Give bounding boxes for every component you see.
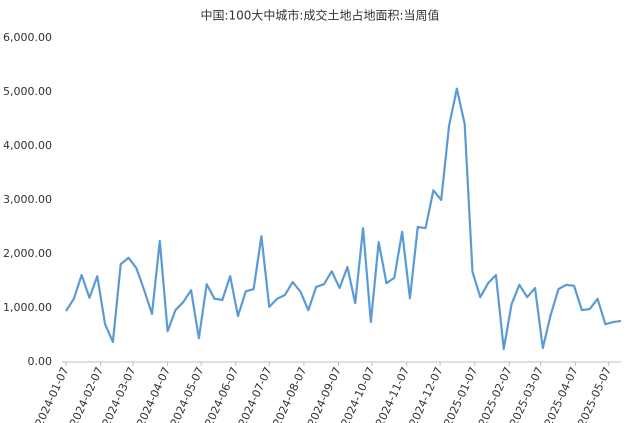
x-tick-label: 2024-11-07: [373, 365, 412, 423]
x-tick-label: 2025-02-07: [476, 365, 515, 423]
x-tick-label: 2024-09-07: [305, 365, 344, 423]
x-tick-label: 2024-02-07: [67, 365, 106, 423]
x-tick-label: 2024-06-07: [202, 365, 241, 423]
x-tick-label: 2025-04-07: [542, 365, 581, 423]
chart-title: 中国:100大中城市:成交土地占地面积:当周值: [200, 8, 439, 23]
x-tick-label: 2024-04-07: [134, 365, 173, 423]
x-tick-label: 2024-10-07: [339, 365, 378, 423]
y-tick-label: 3,000.00: [3, 193, 52, 206]
y-tick-label: 4,000.00: [3, 139, 52, 152]
x-tick-label: 2024-03-07: [100, 365, 139, 423]
data-line: [65, 87, 622, 351]
y-tick-label: 0.00: [28, 355, 53, 368]
x-tick-label: 2024-08-07: [270, 365, 309, 423]
x-tick-label: 2024-01-07: [33, 365, 72, 423]
y-tick-label: 1,000.00: [3, 301, 52, 314]
y-tick-label: 5,000.00: [3, 85, 52, 98]
x-tick-label: 2024-12-07: [407, 365, 446, 423]
x-tick-label: 2024-07-07: [236, 365, 275, 423]
y-tick-label: 2,000.00: [3, 247, 52, 260]
x-tick-label: 2025-01-07: [441, 365, 480, 423]
y-tick-label: 6,000.00: [3, 31, 52, 44]
x-tick-label: 2025-05-07: [575, 365, 614, 423]
x-tick-label: 2024-05-07: [168, 365, 207, 423]
